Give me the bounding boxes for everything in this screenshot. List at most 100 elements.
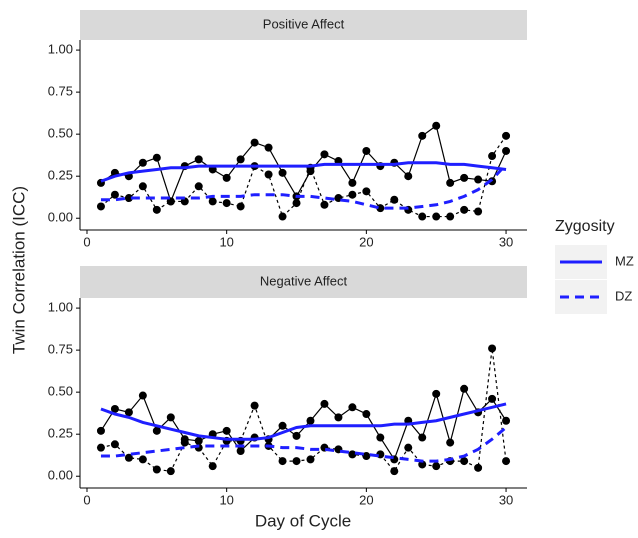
data-point (138, 182, 147, 191)
x-tick-label: 30 (499, 234, 513, 249)
y-tick-label: 1.00 (48, 300, 73, 315)
data-point (320, 399, 329, 408)
data-point (348, 178, 357, 187)
y-tick-label: 1.00 (48, 42, 73, 57)
y-tick-label: 0.00 (48, 468, 73, 483)
legend-title: Zygosity (555, 218, 615, 235)
data-point (96, 443, 105, 452)
data-point (152, 205, 161, 214)
facet-title: Positive Affect (263, 16, 345, 31)
data-point (264, 143, 273, 152)
data-point (460, 384, 469, 393)
data-point (418, 212, 427, 221)
data-point (432, 212, 441, 221)
data-point (152, 153, 161, 162)
data-point (208, 197, 217, 206)
data-point (432, 462, 441, 471)
data-point (124, 408, 133, 417)
legend-label: MZ (615, 253, 634, 268)
y-tick-label: 0.75 (48, 84, 73, 99)
data-point (362, 410, 371, 419)
data-point (320, 150, 329, 159)
data-point (362, 146, 371, 155)
facet-strip (80, 10, 527, 40)
data-point (110, 190, 119, 199)
data-point (236, 155, 245, 164)
data-point (96, 202, 105, 211)
x-tick-label: 20 (359, 492, 373, 507)
x-axis-label: Day of Cycle (255, 511, 351, 530)
data-point (502, 146, 511, 155)
data-point (278, 168, 287, 177)
data-point (138, 391, 147, 400)
data-point (488, 344, 497, 353)
x-tick-label: 0 (83, 492, 90, 507)
data-point (348, 190, 357, 199)
data-point (194, 155, 203, 164)
data-point (376, 433, 385, 442)
smooth-line (100, 402, 507, 441)
data-point (446, 178, 455, 187)
data-point (404, 443, 413, 452)
data-point (502, 131, 511, 140)
data-point (488, 152, 497, 161)
data-point (96, 426, 105, 435)
data-point (460, 205, 469, 214)
data-point (194, 436, 203, 445)
data-point (432, 121, 441, 130)
y-tick-label: 0.75 (48, 342, 73, 357)
data-point (124, 453, 133, 462)
data-point (502, 416, 511, 425)
data-point (404, 172, 413, 181)
legend-label: DZ (615, 288, 632, 303)
data-point (208, 462, 217, 471)
data-point (110, 404, 119, 413)
data-point (236, 447, 245, 456)
data-point (362, 187, 371, 196)
data-point (292, 199, 301, 208)
data-point (110, 440, 119, 449)
data-point (222, 173, 231, 182)
data-point (278, 421, 287, 430)
data-point (432, 389, 441, 398)
data-point (418, 433, 427, 442)
data-point (138, 455, 147, 464)
data-point (166, 413, 175, 422)
y-tick-label: 0.25 (48, 168, 73, 183)
data-point (334, 413, 343, 422)
data-point (348, 403, 357, 412)
y-tick-label: 0.50 (48, 384, 73, 399)
x-tick-label: 10 (219, 492, 233, 507)
data-point (488, 394, 497, 403)
data-point (236, 202, 245, 211)
observed-line (100, 348, 507, 473)
data-point (152, 426, 161, 435)
data-point (264, 170, 273, 179)
data-point (418, 460, 427, 469)
y-axis-label: Twin Correlation (ICC) (9, 186, 28, 354)
data-point (194, 182, 203, 191)
y-tick-label: 0.50 (48, 126, 73, 141)
x-tick-label: 10 (219, 234, 233, 249)
data-point (250, 138, 259, 147)
observed-line (100, 124, 507, 204)
data-point (152, 465, 161, 474)
observed-line (100, 135, 507, 218)
x-tick-label: 0 (83, 234, 90, 249)
data-point (474, 207, 483, 216)
facet-title: Negative Affect (260, 273, 348, 288)
data-point (222, 426, 231, 435)
data-point (446, 438, 455, 447)
data-point (180, 438, 189, 447)
data-point (292, 431, 301, 440)
data-point (502, 457, 511, 466)
data-point (320, 200, 329, 209)
data-point (460, 457, 469, 466)
facet-strip (80, 266, 527, 298)
data-point (390, 467, 399, 476)
data-point (306, 455, 315, 464)
data-point (474, 463, 483, 472)
data-point (474, 175, 483, 184)
data-point (418, 131, 427, 140)
